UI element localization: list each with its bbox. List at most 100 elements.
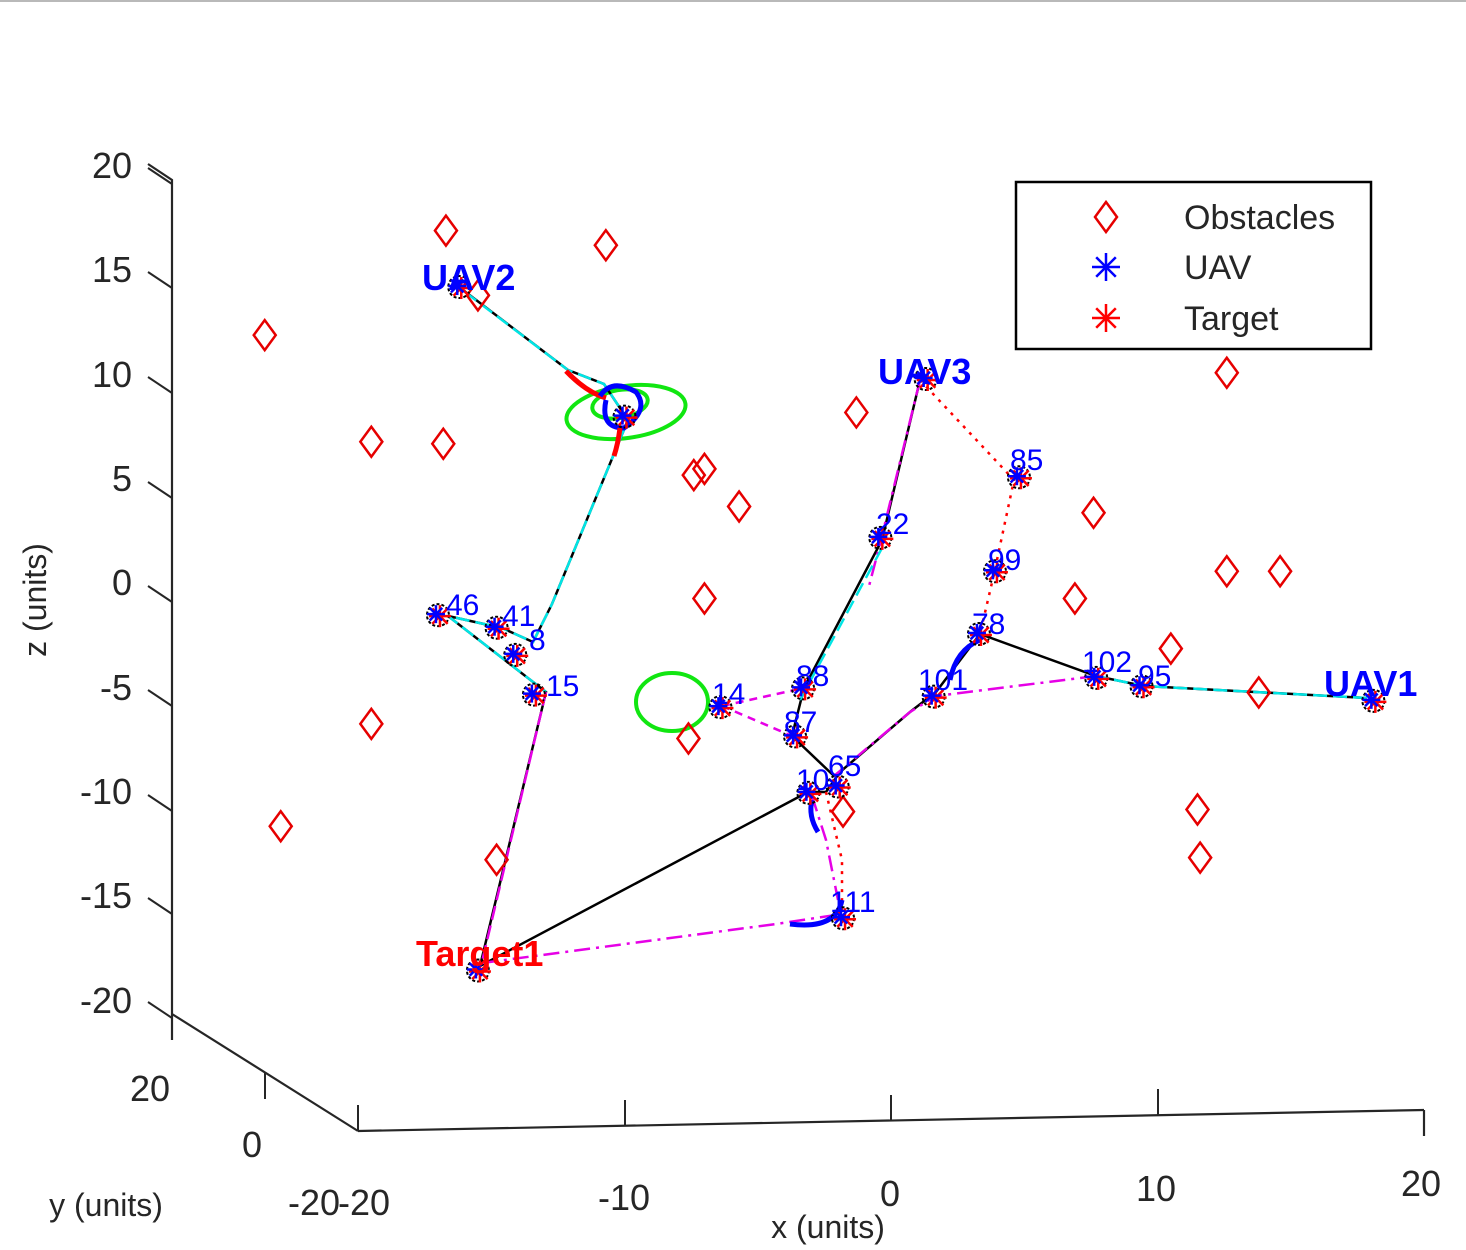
obstacle-marker-3 (593, 228, 619, 263)
path-uav3-red-dotted (919, 379, 1016, 635)
z-tick-label: -10 (80, 771, 132, 812)
obstacle-marker-22 (1267, 554, 1293, 589)
waypoint-101-uav-marker (922, 686, 941, 705)
uncertainty-ellipses (564, 382, 710, 733)
path-uav2-blue-loop (597, 383, 644, 431)
annotation-46: 46 (446, 589, 479, 622)
waypoint-88-uav-marker (792, 678, 811, 697)
obstacle-marker-19 (1158, 631, 1184, 666)
legend-label-target: Target (1184, 300, 1279, 338)
obstacle-marker-1 (252, 317, 278, 353)
label-uav1: UAV1 (1324, 663, 1417, 704)
obstacle-marker-13 (675, 721, 702, 756)
obstacle-marker-21 (1214, 554, 1240, 589)
obstacle-marker-23 (1246, 675, 1272, 710)
waypoint-102-uav-marker (1085, 667, 1104, 686)
z-axis-label: z (units) (17, 543, 53, 657)
y-axis-line (171, 1013, 359, 1132)
obstacle-marker-20 (1214, 355, 1240, 390)
path-lower-blue-arc (789, 899, 845, 928)
z-tick-0 (147, 585, 173, 603)
label-uav2: UAV2 (422, 257, 515, 298)
label-target1: Target1 (416, 933, 543, 974)
x-axis-label: x (units) (771, 1209, 885, 1245)
annotation-101: 101 (918, 664, 968, 697)
annotation-8: 8 (529, 624, 546, 657)
waypoint-uav1-uav-marker (1362, 690, 1381, 709)
path-lower-magenta (810, 795, 840, 901)
z-tick-label: 10 (92, 354, 132, 395)
annotation-15: 15 (546, 670, 579, 703)
x-tick-label: 0 (880, 1173, 900, 1214)
waypoint-41-uav-marker (485, 617, 504, 636)
legend-uav-icon (1092, 253, 1120, 281)
obstacle-marker-12 (358, 706, 384, 741)
annotation-10: 10 (796, 764, 829, 797)
waypoint-w2-uav-marker (613, 406, 632, 425)
ellipse-lower (634, 671, 710, 733)
obstacle-marker-6 (430, 426, 456, 461)
waypoint-uav3-uav-marker (914, 369, 933, 387)
waypoint-95-uav-marker (1130, 676, 1149, 695)
y-axis-label: y (units) (49, 1187, 163, 1223)
legend-target-icon (1092, 304, 1120, 332)
annotation-88: 88 (796, 660, 829, 693)
x-tick-label: -20 (338, 1182, 390, 1223)
path-uav3-magenta (866, 379, 922, 591)
annotation-85: 85 (1010, 444, 1043, 477)
z-tick-label: -20 (80, 980, 132, 1021)
annotation-95: 95 (1138, 660, 1171, 693)
annotation-87: 87 (784, 706, 817, 739)
waypoint-111-uav-marker (832, 908, 851, 927)
obstacle-marker-25 (1187, 840, 1213, 875)
x-tick-label: 20 (1401, 1163, 1441, 1204)
z-tick-20 (147, 167, 173, 185)
entity-labels: UAV2 UAV3 UAV1 Target1 (416, 257, 1417, 974)
legend-obstacle-icon (1093, 199, 1119, 235)
annotation-65: 65 (828, 750, 861, 783)
z-tick-m5 (147, 689, 173, 707)
waypoint-87-uav-marker (784, 726, 803, 745)
path-uav2-cyan (447, 291, 630, 693)
waypoint-15-uav-marker (522, 684, 541, 703)
path-uav3-cyan (798, 547, 884, 701)
label-uav3: UAV3 (878, 351, 971, 392)
annotation-14: 14 (712, 678, 745, 711)
x-tick-label: -10 (598, 1177, 650, 1218)
legend-box (1014, 180, 1373, 351)
obstacle-marker-4 (465, 278, 491, 313)
waypoint-99-uav-marker (983, 561, 1002, 580)
obstacle-marker-2 (433, 213, 459, 248)
waypoint-14-uav-marker (709, 697, 728, 716)
path-uav1-magenta (833, 674, 1097, 777)
z-tick-label: 15 (92, 249, 132, 290)
waypoint-85-uav-marker (1007, 467, 1026, 486)
legend-label-obstacles: Obstacles (1184, 199, 1335, 237)
annotation-102: 102 (1082, 646, 1132, 679)
waypoint-8-uav-marker (504, 644, 523, 663)
point-annotations: 46 41 8 15 14 88 87 65 10 111 22 85 99 7… (446, 444, 1171, 919)
legend-label-uav: UAV (1184, 249, 1252, 287)
annotation-111: 111 (830, 886, 876, 919)
waypoint-22-uav-marker (869, 527, 888, 546)
z-axis-line (147, 163, 174, 1040)
obstacle-marker-17 (1080, 495, 1107, 530)
legend-markers (1092, 199, 1120, 332)
obstacle-marker-5 (358, 424, 384, 459)
waypoint-target1-uav-marker (466, 960, 485, 979)
z-tick-15 (147, 271, 173, 289)
z-tick-5 (147, 481, 173, 499)
x-tick-label: 10 (1136, 1168, 1176, 1209)
y-axis-ticks: 20 0 -20 (130, 1014, 340, 1223)
obstacle-marker-9 (726, 489, 752, 524)
obstacle-marker-14 (268, 809, 294, 844)
waypoint-78-uav-marker (967, 623, 986, 642)
annotation-22: 22 (876, 508, 909, 541)
waypoint-markers (425, 275, 1387, 983)
obstacle-marker-15 (484, 842, 510, 877)
z-tick-m15 (147, 897, 173, 915)
legend: Obstacles UAV Target (1014, 180, 1373, 351)
waypoint-uav2-uav-marker (448, 277, 467, 296)
obstacle-marker-8 (691, 451, 718, 486)
